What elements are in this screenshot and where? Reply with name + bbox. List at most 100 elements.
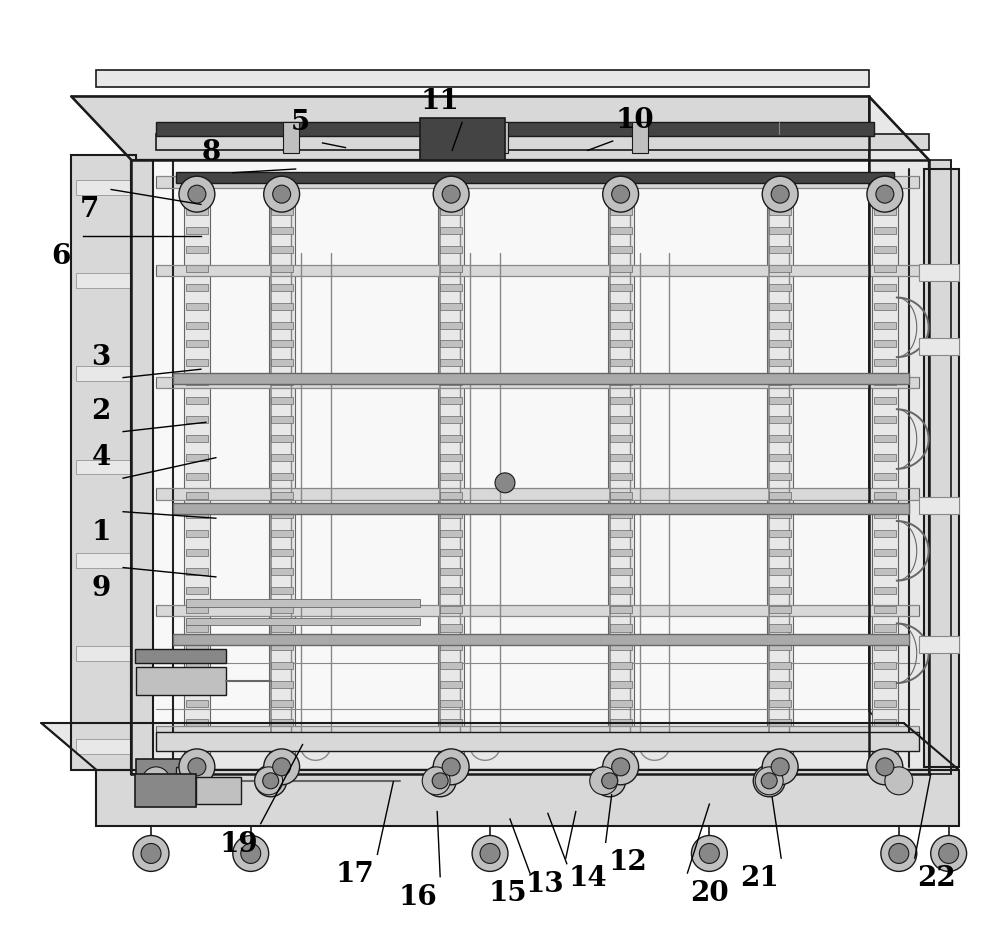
Circle shape xyxy=(590,767,618,795)
Polygon shape xyxy=(440,625,462,631)
Polygon shape xyxy=(440,321,462,329)
Polygon shape xyxy=(610,549,632,556)
Polygon shape xyxy=(769,511,791,517)
Text: 9: 9 xyxy=(92,574,111,601)
Circle shape xyxy=(432,772,448,789)
Polygon shape xyxy=(271,605,293,613)
Circle shape xyxy=(939,843,959,863)
Polygon shape xyxy=(440,246,462,253)
Polygon shape xyxy=(271,700,293,707)
Circle shape xyxy=(233,836,269,871)
Polygon shape xyxy=(769,397,791,404)
Polygon shape xyxy=(440,473,462,480)
Circle shape xyxy=(691,836,727,871)
Polygon shape xyxy=(769,587,791,594)
Polygon shape xyxy=(156,177,919,188)
Polygon shape xyxy=(271,644,293,650)
Polygon shape xyxy=(186,246,208,253)
Text: 17: 17 xyxy=(336,861,375,888)
Polygon shape xyxy=(271,530,293,537)
Polygon shape xyxy=(156,605,919,616)
Polygon shape xyxy=(271,757,293,764)
Polygon shape xyxy=(186,435,208,442)
Polygon shape xyxy=(769,417,791,423)
Polygon shape xyxy=(71,155,136,770)
Polygon shape xyxy=(186,605,208,613)
Polygon shape xyxy=(610,681,632,688)
Polygon shape xyxy=(610,719,632,726)
Polygon shape xyxy=(874,341,896,347)
Polygon shape xyxy=(184,197,210,765)
Circle shape xyxy=(876,185,894,203)
Polygon shape xyxy=(186,587,208,594)
Polygon shape xyxy=(874,321,896,329)
Polygon shape xyxy=(874,246,896,253)
Polygon shape xyxy=(136,759,186,795)
Polygon shape xyxy=(874,492,896,499)
Circle shape xyxy=(433,177,469,212)
Polygon shape xyxy=(608,197,634,765)
Circle shape xyxy=(885,767,913,795)
Polygon shape xyxy=(271,264,293,272)
Polygon shape xyxy=(440,341,462,347)
Polygon shape xyxy=(874,719,896,726)
Polygon shape xyxy=(769,246,791,253)
Polygon shape xyxy=(610,360,632,366)
Circle shape xyxy=(867,177,903,212)
Circle shape xyxy=(881,836,917,871)
Text: 5: 5 xyxy=(291,109,310,136)
Polygon shape xyxy=(874,435,896,442)
Polygon shape xyxy=(271,321,293,329)
Text: 6: 6 xyxy=(52,243,71,270)
Polygon shape xyxy=(767,197,793,765)
Polygon shape xyxy=(71,96,929,160)
Polygon shape xyxy=(440,605,462,613)
Polygon shape xyxy=(271,397,293,404)
Text: 19: 19 xyxy=(219,830,258,857)
Polygon shape xyxy=(769,454,791,461)
Polygon shape xyxy=(283,121,299,153)
Polygon shape xyxy=(156,488,919,500)
Text: 11: 11 xyxy=(421,89,460,116)
Polygon shape xyxy=(76,274,131,289)
Polygon shape xyxy=(156,122,430,136)
Circle shape xyxy=(264,177,300,212)
Polygon shape xyxy=(76,553,131,568)
Polygon shape xyxy=(869,96,929,774)
Polygon shape xyxy=(271,454,293,461)
Circle shape xyxy=(433,749,469,785)
Text: 1: 1 xyxy=(92,518,111,545)
Polygon shape xyxy=(610,417,632,423)
Polygon shape xyxy=(271,549,293,556)
Polygon shape xyxy=(271,473,293,480)
Polygon shape xyxy=(76,460,131,474)
Polygon shape xyxy=(769,284,791,290)
Polygon shape xyxy=(610,378,632,386)
Polygon shape xyxy=(610,341,632,347)
Polygon shape xyxy=(156,732,919,751)
Polygon shape xyxy=(874,644,896,650)
Polygon shape xyxy=(186,454,208,461)
Text: 10: 10 xyxy=(615,107,654,134)
Polygon shape xyxy=(872,197,898,765)
Polygon shape xyxy=(186,397,208,404)
Polygon shape xyxy=(500,122,874,136)
Polygon shape xyxy=(156,726,919,737)
Polygon shape xyxy=(610,530,632,537)
Polygon shape xyxy=(131,160,153,774)
Polygon shape xyxy=(271,719,293,726)
Text: 13: 13 xyxy=(526,870,564,898)
Polygon shape xyxy=(186,360,208,366)
Polygon shape xyxy=(271,378,293,386)
Polygon shape xyxy=(874,378,896,386)
Polygon shape xyxy=(186,681,208,688)
Polygon shape xyxy=(440,700,462,707)
Polygon shape xyxy=(440,264,462,272)
Polygon shape xyxy=(610,454,632,461)
Polygon shape xyxy=(440,568,462,574)
Polygon shape xyxy=(610,473,632,480)
Polygon shape xyxy=(440,284,462,290)
Polygon shape xyxy=(874,397,896,404)
Circle shape xyxy=(255,765,287,797)
Polygon shape xyxy=(769,227,791,234)
